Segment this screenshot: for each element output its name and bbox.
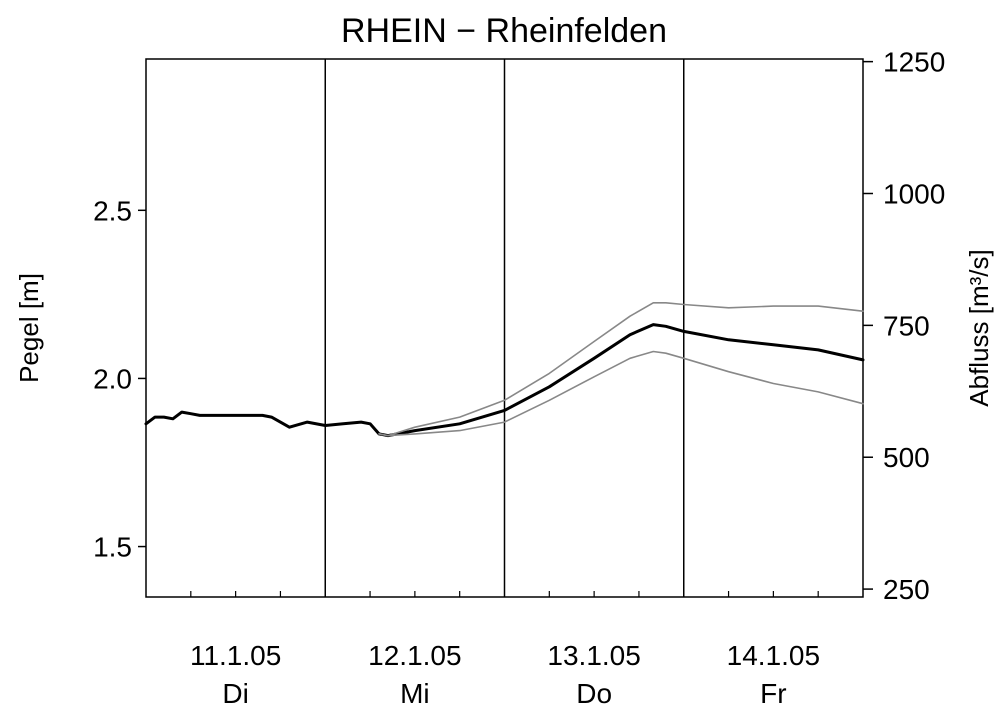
y2-tick-label: 750: [883, 310, 930, 341]
y-tick-label: 2.5: [93, 195, 132, 226]
x-weekday-label: Do: [576, 678, 612, 709]
series-line-band: [378, 301, 864, 437]
y2-tick-label: 1250: [883, 47, 945, 78]
x-date-label: 12.1.05: [368, 640, 461, 671]
y-tick-label: 2.0: [93, 363, 132, 394]
y-axis-label: Pegel [m]: [14, 273, 44, 383]
x-weekday-label: Fr: [760, 678, 786, 709]
x-date-label: 13.1.05: [547, 640, 640, 671]
x-weekday-label: Mi: [400, 678, 430, 709]
y2-tick-label: 500: [883, 442, 930, 473]
x-date-label: 11.1.05: [190, 640, 281, 671]
series-line-main: [144, 323, 865, 438]
y-tick-label: 1.5: [93, 532, 132, 563]
x-weekday-label: Di: [222, 678, 248, 709]
y2-tick-label: 250: [883, 574, 930, 605]
chart-title: RHEIN − Rheinfelden: [341, 12, 667, 50]
y2-axis-label: Abfluss [m³/s]: [964, 249, 994, 406]
series-line-band: [378, 350, 864, 437]
x-date-label: 14.1.05: [727, 640, 820, 671]
y2-tick-label: 1000: [883, 179, 945, 210]
